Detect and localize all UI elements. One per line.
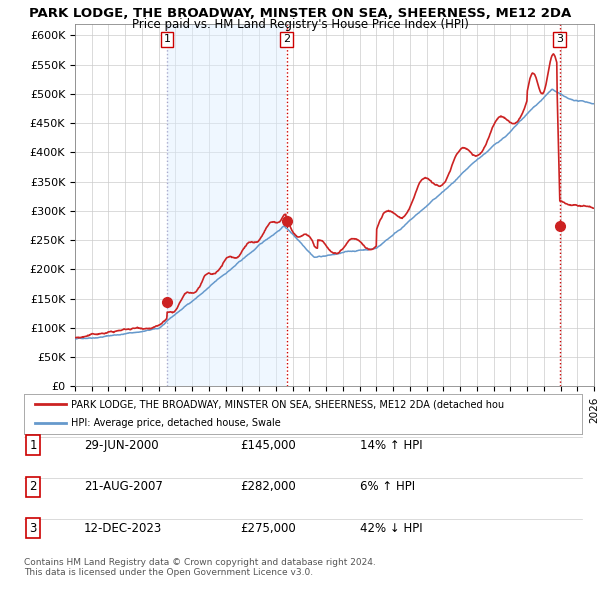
Text: £275,000: £275,000 xyxy=(240,522,296,535)
Text: 42% ↓ HPI: 42% ↓ HPI xyxy=(360,522,422,535)
Text: PARK LODGE, THE BROADWAY, MINSTER ON SEA, SHEERNESS, ME12 2DA (detached hou: PARK LODGE, THE BROADWAY, MINSTER ON SEA… xyxy=(71,399,505,409)
Text: 1: 1 xyxy=(29,439,37,452)
Text: Price paid vs. HM Land Registry's House Price Index (HPI): Price paid vs. HM Land Registry's House … xyxy=(131,18,469,31)
Text: Contains HM Land Registry data © Crown copyright and database right 2024.
This d: Contains HM Land Registry data © Crown c… xyxy=(24,558,376,577)
Text: 29-JUN-2000: 29-JUN-2000 xyxy=(84,439,158,452)
Text: 12-DEC-2023: 12-DEC-2023 xyxy=(84,522,162,535)
Text: 3: 3 xyxy=(556,34,563,44)
Text: £145,000: £145,000 xyxy=(240,439,296,452)
Text: 14% ↑ HPI: 14% ↑ HPI xyxy=(360,439,422,452)
Text: 2: 2 xyxy=(283,34,290,44)
Text: 21-AUG-2007: 21-AUG-2007 xyxy=(84,480,163,493)
Text: HPI: Average price, detached house, Swale: HPI: Average price, detached house, Swal… xyxy=(71,418,281,428)
Text: PARK LODGE, THE BROADWAY, MINSTER ON SEA, SHEERNESS, ME12 2DA: PARK LODGE, THE BROADWAY, MINSTER ON SEA… xyxy=(29,7,571,20)
Text: 3: 3 xyxy=(29,522,37,535)
Text: 2: 2 xyxy=(29,480,37,493)
Text: 1: 1 xyxy=(163,34,170,44)
Text: £282,000: £282,000 xyxy=(240,480,296,493)
Text: 6% ↑ HPI: 6% ↑ HPI xyxy=(360,480,415,493)
